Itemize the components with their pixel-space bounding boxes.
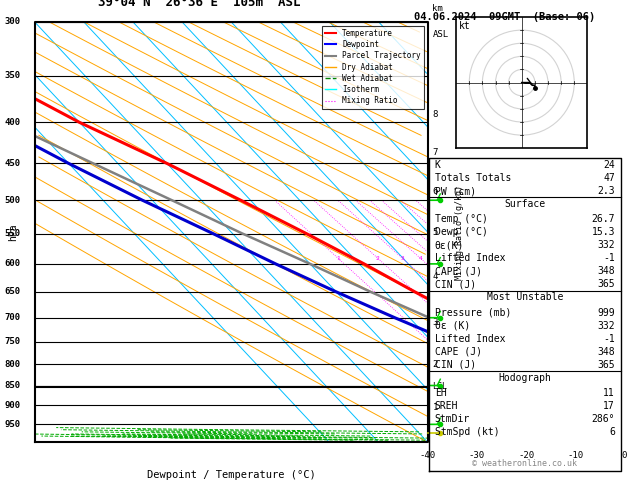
Text: SREH: SREH: [435, 401, 459, 411]
Text: Surface: Surface: [504, 199, 545, 209]
Text: 365: 365: [598, 360, 615, 370]
Text: 6: 6: [610, 427, 615, 437]
Text: 2: 2: [433, 360, 438, 369]
Text: 348: 348: [598, 347, 615, 357]
Text: 1: 1: [336, 256, 340, 260]
Text: 365: 365: [598, 279, 615, 290]
Text: 332: 332: [598, 240, 615, 250]
Text: 4: 4: [418, 256, 422, 260]
Text: -1: -1: [603, 333, 615, 344]
Text: 0: 0: [621, 451, 627, 460]
Text: 950: 950: [4, 420, 21, 429]
Text: LCL: LCL: [433, 382, 447, 391]
Text: Mixing Ratio (g/kg): Mixing Ratio (g/kg): [455, 185, 464, 279]
Text: 15.3: 15.3: [591, 227, 615, 237]
Text: 300: 300: [4, 17, 21, 26]
Text: 800: 800: [4, 360, 21, 369]
Text: 450: 450: [4, 159, 21, 168]
Text: 6: 6: [433, 187, 438, 195]
Text: 900: 900: [4, 401, 21, 410]
Text: 650: 650: [4, 287, 21, 296]
Legend: Temperature, Dewpoint, Parcel Trajectory, Dry Adiabat, Wet Adiabat, Isotherm, Mi: Temperature, Dewpoint, Parcel Trajectory…: [321, 26, 424, 108]
Text: -1: -1: [603, 253, 615, 263]
Text: 400: 400: [4, 118, 21, 127]
Text: Pressure (mb): Pressure (mb): [435, 308, 511, 317]
Text: 11: 11: [603, 388, 615, 398]
Text: CAPE (J): CAPE (J): [435, 347, 482, 357]
Text: 600: 600: [4, 260, 21, 268]
Text: 3: 3: [400, 256, 404, 260]
Text: θε (K): θε (K): [435, 321, 470, 330]
Text: Hodograph: Hodograph: [498, 373, 552, 383]
Text: 750: 750: [4, 337, 21, 347]
Text: StmDir: StmDir: [435, 414, 470, 424]
Text: 850: 850: [4, 381, 21, 390]
Text: 4: 4: [433, 272, 438, 281]
Text: ASL: ASL: [433, 30, 448, 39]
Text: 17: 17: [603, 401, 615, 411]
Text: θε(K): θε(K): [435, 240, 464, 250]
Text: CIN (J): CIN (J): [435, 360, 476, 370]
Text: 332: 332: [598, 321, 615, 330]
Text: 3: 3: [433, 318, 438, 327]
Text: -20: -20: [518, 451, 534, 460]
Text: StmSpd (kt): StmSpd (kt): [435, 427, 499, 437]
Text: 2: 2: [376, 256, 379, 260]
Text: Temp (°C): Temp (°C): [435, 214, 487, 224]
Text: Lifted Index: Lifted Index: [435, 253, 505, 263]
Text: 286°: 286°: [591, 414, 615, 424]
Text: 26.7: 26.7: [591, 214, 615, 224]
Text: -30: -30: [469, 451, 485, 460]
Text: -40: -40: [420, 451, 436, 460]
Text: hPa: hPa: [8, 223, 18, 241]
Text: EH: EH: [435, 388, 447, 398]
Text: 500: 500: [4, 196, 21, 205]
Text: 348: 348: [598, 266, 615, 277]
Text: PW (cm): PW (cm): [435, 186, 476, 196]
Text: 7: 7: [433, 148, 438, 157]
Text: 350: 350: [4, 71, 21, 80]
Text: -10: -10: [567, 451, 583, 460]
Text: 1: 1: [433, 403, 438, 412]
Text: 24: 24: [603, 160, 615, 170]
Text: 2.3: 2.3: [598, 186, 615, 196]
Text: 5: 5: [433, 228, 438, 237]
Text: Lifted Index: Lifted Index: [435, 333, 505, 344]
Text: Most Unstable: Most Unstable: [487, 293, 563, 302]
Text: 04.06.2024  09GMT  (Base: 06): 04.06.2024 09GMT (Base: 06): [414, 12, 595, 22]
Text: 47: 47: [603, 173, 615, 183]
Text: Totals Totals: Totals Totals: [435, 173, 511, 183]
Text: © weatheronline.co.uk: © weatheronline.co.uk: [472, 459, 577, 469]
Text: km: km: [433, 4, 443, 14]
Text: 999: 999: [598, 308, 615, 317]
Text: kt: kt: [459, 21, 470, 31]
Text: 8: 8: [433, 110, 438, 119]
Text: Dewpoint / Temperature (°C): Dewpoint / Temperature (°C): [147, 469, 316, 480]
Text: K: K: [435, 160, 440, 170]
Text: CIN (J): CIN (J): [435, 279, 476, 290]
Text: 39°04'N  26°36'E  105m  ASL: 39°04'N 26°36'E 105m ASL: [99, 0, 301, 9]
Text: 700: 700: [4, 313, 21, 322]
Text: 550: 550: [4, 229, 21, 238]
Text: CAPE (J): CAPE (J): [435, 266, 482, 277]
Text: Dewp (°C): Dewp (°C): [435, 227, 487, 237]
